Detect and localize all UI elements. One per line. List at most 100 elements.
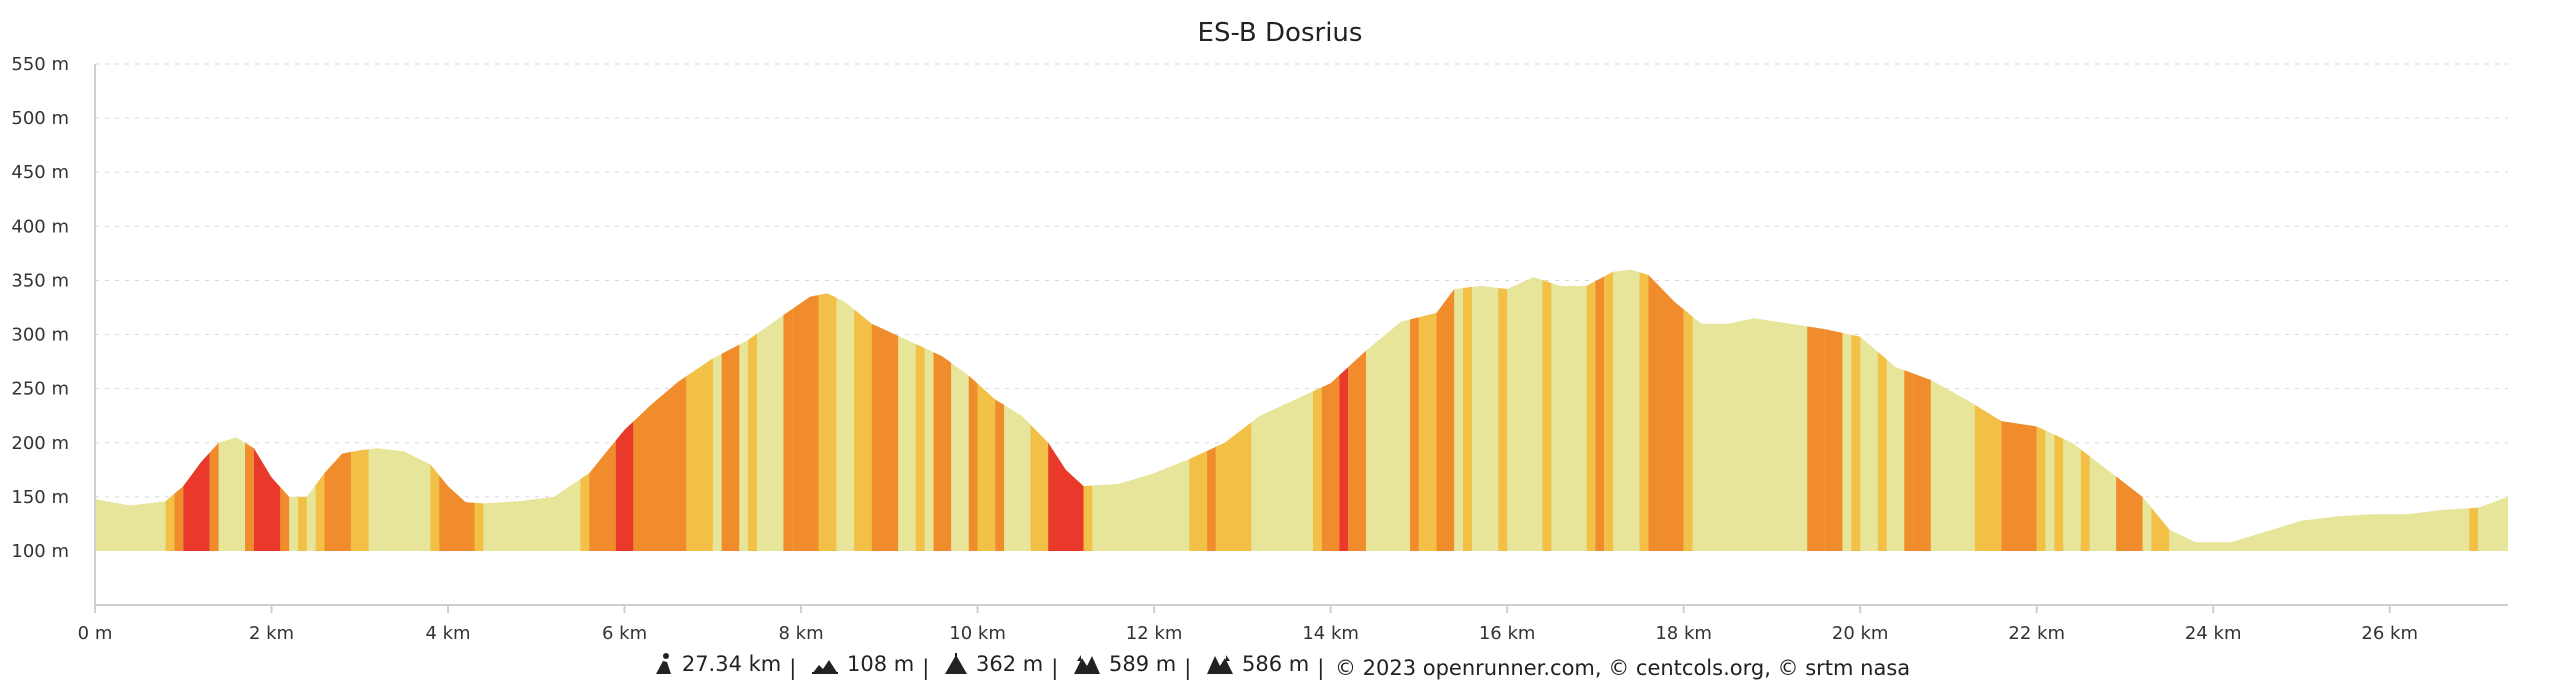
gradient-segments bbox=[165, 269, 2478, 551]
gradient-segment-medium bbox=[933, 269, 952, 551]
gradient-segment-light bbox=[1312, 269, 1322, 551]
distance-hiker-icon bbox=[655, 653, 671, 674]
stat-min-elevation: 108 m bbox=[811, 652, 914, 676]
gradient-segment-medium bbox=[439, 269, 475, 551]
gradient-segment-light bbox=[297, 269, 307, 551]
gradient-segment-medium bbox=[783, 269, 793, 551]
gradient-segment-light bbox=[977, 269, 996, 551]
gradient-segment-medium bbox=[792, 269, 819, 551]
gradient-segment-light bbox=[430, 269, 440, 551]
min-elevation-value: 108 m bbox=[847, 652, 915, 676]
gradient-segment-medium bbox=[1904, 269, 1914, 551]
descent-value: 586 m bbox=[1241, 652, 1310, 676]
gradient-segment-medium bbox=[209, 269, 219, 551]
gradient-segment-light bbox=[818, 269, 837, 551]
ascent-icon bbox=[1073, 655, 1100, 674]
gradient-segment-medium bbox=[1913, 269, 1931, 551]
gradient-segment-medium bbox=[1436, 269, 1455, 551]
gradient-segment-light bbox=[1586, 269, 1596, 551]
separator: | bbox=[1184, 656, 1192, 680]
gradient-segment-medium bbox=[995, 269, 1005, 551]
y-tick-label: 550 m bbox=[11, 54, 69, 75]
gradient-segment-light bbox=[748, 269, 757, 551]
gradient-segment-medium bbox=[280, 269, 290, 551]
gradient-segment-light bbox=[2054, 269, 2064, 551]
grid-lines bbox=[95, 63, 2508, 498]
x-tick-label: 24 km bbox=[2185, 623, 2242, 644]
gradient-segment-light bbox=[1189, 269, 1208, 551]
max-elevation-icon bbox=[945, 653, 967, 674]
gradient-segment-light bbox=[1215, 269, 1252, 551]
y-tick-label: 450 m bbox=[11, 162, 69, 183]
x-tick-label: 18 km bbox=[1655, 623, 1712, 644]
x-tick-label: 4 km bbox=[425, 623, 470, 644]
gradient-segment-steep bbox=[183, 269, 210, 551]
gradient-segment-light bbox=[1683, 269, 1693, 551]
gradient-segment-light bbox=[580, 269, 590, 551]
descent-icon bbox=[1206, 655, 1233, 674]
gradient-segment-medium bbox=[1321, 269, 1340, 551]
chart-title: ES-B Dosrius bbox=[1197, 18, 1363, 48]
gradient-segment-medium bbox=[968, 269, 978, 551]
stat-distance: 27.34 km bbox=[654, 652, 781, 676]
elevation-chart: 100 m 150 m 200 m 250 m 300 m 350 m 400 m 450 m… bbox=[11, 54, 2508, 644]
axes bbox=[94, 64, 2508, 606]
gradient-segment-light bbox=[1463, 269, 1472, 551]
gradient-segment-light bbox=[1083, 269, 1093, 551]
y-axis-labels: 100 m 150 m 200 m 250 m 300 m 350 m 400 m 450 m… bbox=[11, 54, 69, 562]
gradient-segment-medium bbox=[1824, 269, 1843, 551]
y-tick-label: 300 m bbox=[11, 325, 69, 346]
gradient-segment-light bbox=[1542, 269, 1552, 551]
route-stats-footer: 27.34 km | 108 m | 362 m | 589 m | 586 m… bbox=[0, 652, 2560, 680]
x-tick-label: 0 m bbox=[78, 623, 113, 644]
gradient-segment-light bbox=[1974, 269, 2002, 551]
gradient-segment-medium bbox=[589, 269, 616, 551]
gradient-segment-light bbox=[315, 269, 325, 551]
y-tick-label: 400 m bbox=[11, 216, 69, 237]
gradient-segment-light bbox=[165, 269, 175, 551]
x-tick-label: 6 km bbox=[602, 623, 647, 644]
separator: | bbox=[1317, 656, 1325, 680]
gradient-segment-light bbox=[1851, 269, 1861, 551]
x-tick-label: 16 km bbox=[1479, 623, 1536, 644]
ascent-value: 589 m bbox=[1108, 652, 1177, 676]
max-elevation-value: 362 m bbox=[976, 652, 1044, 676]
x-tick-label: 14 km bbox=[1302, 623, 1359, 644]
credits-text: © 2023 openrunner.com, © centcols.org, ©… bbox=[1334, 656, 1911, 680]
min-elevation-icon bbox=[812, 660, 839, 674]
y-tick-label: 500 m bbox=[11, 108, 69, 129]
gradient-segment-medium bbox=[245, 269, 254, 551]
gradient-segment-light bbox=[1030, 269, 1049, 551]
gradient-segment-light bbox=[1498, 269, 1508, 551]
gradient-segment-medium bbox=[174, 269, 184, 551]
gradient-segment-light bbox=[2080, 269, 2090, 551]
gradient-segment-light bbox=[1604, 269, 1614, 551]
separator: | bbox=[789, 656, 797, 680]
gradient-segment-medium bbox=[1807, 269, 1825, 551]
gradient-segment-medium bbox=[633, 269, 687, 551]
gradient-segment-medium bbox=[1648, 269, 1684, 551]
stat-descent: 586 m bbox=[1206, 652, 1309, 676]
gradient-segment-medium bbox=[1410, 269, 1419, 551]
stat-ascent: 589 m bbox=[1073, 652, 1176, 676]
gradient-segment-steep bbox=[615, 269, 634, 551]
gradient-segment-steep bbox=[253, 269, 281, 551]
gradient-segment-light bbox=[1418, 269, 1437, 551]
x-tick-label: 12 km bbox=[1126, 623, 1183, 644]
gradient-segment-light bbox=[2469, 269, 2478, 551]
gradient-segment-steep bbox=[1339, 269, 1349, 551]
gradient-segment-medium bbox=[324, 269, 351, 551]
gradient-segment-light bbox=[474, 269, 484, 551]
distance-value: 27.34 km bbox=[681, 652, 782, 676]
elevation-area bbox=[95, 269, 2508, 551]
x-axis-labels: 0 m 2 km 4 km 6 km 8 km 10 km 12 km 14 km 16 km 1… bbox=[78, 605, 2418, 644]
gradient-segment-light bbox=[2151, 269, 2170, 551]
x-tick-label: 20 km bbox=[1832, 623, 1889, 644]
y-tick-label: 350 m bbox=[11, 270, 69, 291]
x-tick-label: 10 km bbox=[949, 623, 1006, 644]
gradient-segment-light bbox=[1639, 269, 1649, 551]
gradient-segment-medium bbox=[1595, 269, 1605, 551]
stat-max-elevation: 362 m bbox=[944, 652, 1043, 676]
x-tick-label: 22 km bbox=[2008, 623, 2065, 644]
gradient-segment-light bbox=[1877, 269, 1887, 551]
